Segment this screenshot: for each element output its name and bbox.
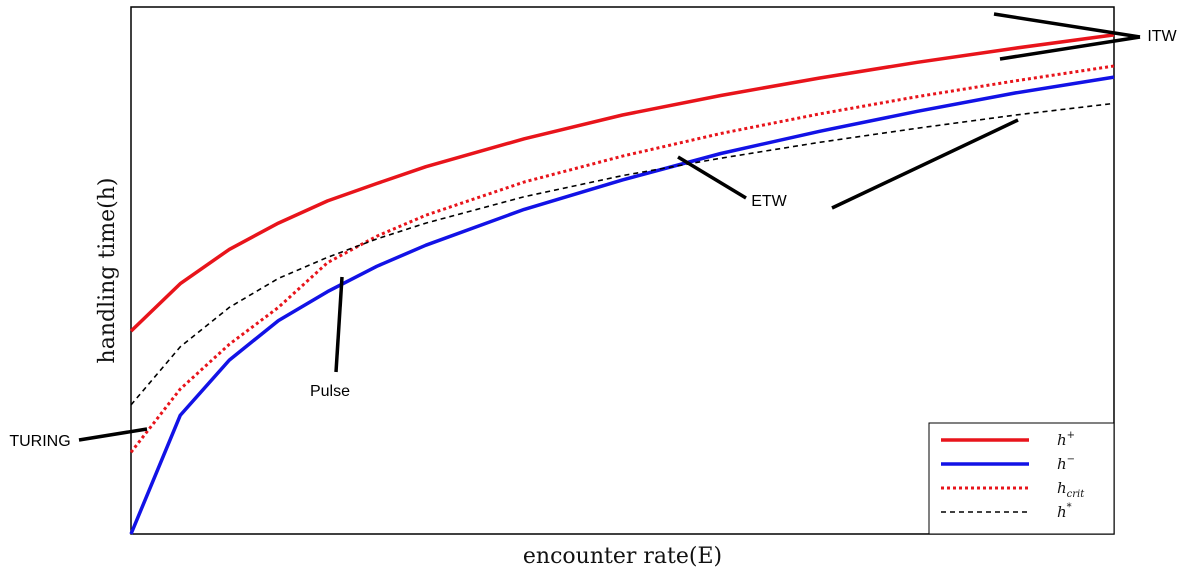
series-line-2 [129,64,1115,454]
annotation-pointer-1-0 [677,155,747,200]
annotation-label-pulse: Pulse [310,383,350,400]
annotation-pointer-0-1 [999,35,1141,61]
annotation-pointer-2-0 [334,276,344,373]
annotation-pointer-1-1 [831,118,1019,210]
annotation-pointer-0-0 [993,12,1141,39]
plot-frame [130,6,1115,535]
series-line-1 [129,75,1115,535]
series-layer [129,33,1115,535]
annotation-pointer-3-0 [78,427,148,442]
series-line-3 [130,102,1115,406]
x-axis-label: encounter rate(E) [523,544,722,569]
y-axis-label: handling time(h) [95,178,120,364]
annotation-label-itw: ITW [1147,28,1177,45]
series-line-0 [129,33,1115,333]
annotation-label-turing: TURING [9,433,70,450]
annotation-layer: ITW ETW Pulse TURING [9,12,1178,450]
annotation-label-etw: ETW [751,193,787,210]
